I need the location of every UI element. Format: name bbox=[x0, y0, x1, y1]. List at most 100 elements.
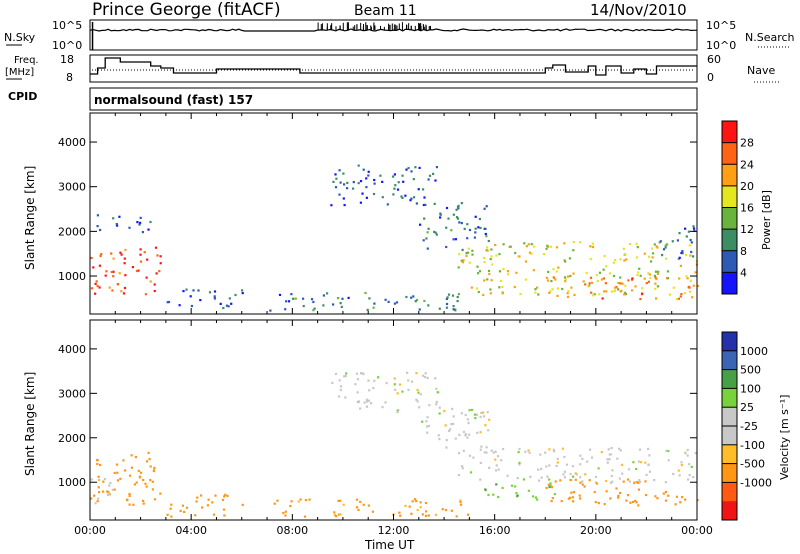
data-cell bbox=[427, 227, 430, 230]
data-cell bbox=[139, 260, 143, 263]
data-cell bbox=[641, 287, 644, 290]
data-cell bbox=[603, 503, 606, 506]
data-cell bbox=[149, 220, 152, 224]
freq-panel: Freq. [MHz] 18 8 60 0 Nave bbox=[5, 53, 780, 84]
data-cell bbox=[412, 295, 415, 298]
data-cell bbox=[445, 226, 448, 229]
velocity-colorbar-label: Velocity [m s⁻¹] bbox=[778, 395, 791, 480]
data-cell bbox=[454, 308, 457, 311]
data-cell bbox=[498, 270, 501, 273]
data-cell bbox=[410, 197, 413, 200]
data-cell bbox=[399, 514, 402, 517]
data-cell bbox=[416, 400, 419, 403]
data-cell bbox=[549, 484, 552, 487]
data-cell bbox=[498, 253, 501, 256]
data-cell bbox=[486, 411, 489, 414]
data-cell bbox=[456, 295, 459, 299]
data-cell bbox=[152, 469, 156, 472]
data-cell bbox=[585, 271, 588, 275]
data-cell bbox=[338, 169, 341, 172]
data-cell bbox=[145, 276, 148, 279]
colorbar-tick-label: 16 bbox=[740, 202, 754, 215]
data-cell bbox=[356, 391, 359, 394]
data-cell bbox=[595, 482, 599, 485]
data-cell bbox=[450, 509, 453, 512]
data-cell bbox=[415, 500, 418, 503]
data-cell bbox=[687, 285, 690, 288]
data-cell bbox=[549, 482, 552, 485]
data-cell bbox=[564, 278, 567, 281]
data-cell bbox=[419, 501, 422, 504]
data-cell bbox=[365, 177, 368, 180]
data-cell bbox=[581, 480, 584, 483]
data-cell bbox=[615, 286, 618, 289]
data-cell bbox=[688, 244, 691, 247]
data-cell bbox=[131, 266, 134, 269]
data-cell bbox=[118, 215, 121, 218]
data-cell bbox=[495, 483, 498, 486]
data-cell bbox=[269, 309, 272, 312]
data-cell bbox=[641, 292, 644, 295]
data-cell bbox=[112, 270, 115, 273]
data-cell bbox=[414, 498, 417, 501]
data-cell bbox=[227, 305, 230, 308]
data-cell bbox=[672, 286, 675, 289]
data-cell bbox=[224, 493, 227, 496]
data-cell bbox=[548, 464, 551, 467]
data-cell bbox=[680, 461, 683, 464]
data-cell bbox=[234, 293, 237, 297]
data-cell bbox=[179, 509, 182, 512]
data-cell bbox=[170, 503, 173, 506]
data-cell bbox=[357, 400, 361, 403]
data-cell bbox=[201, 506, 204, 509]
data-cell bbox=[99, 228, 102, 232]
colorbar-swatch bbox=[722, 463, 737, 483]
data-cell bbox=[550, 500, 553, 503]
data-cell bbox=[612, 261, 615, 264]
data-cell bbox=[213, 290, 217, 293]
data-cell bbox=[650, 260, 653, 263]
data-cell bbox=[654, 270, 658, 273]
data-cell bbox=[468, 433, 471, 436]
data-cell bbox=[381, 180, 384, 183]
data-cell bbox=[483, 451, 486, 454]
data-cell bbox=[491, 263, 494, 266]
data-cell bbox=[542, 253, 545, 256]
data-cell bbox=[438, 307, 441, 310]
data-cell bbox=[648, 454, 651, 457]
data-cell bbox=[473, 413, 476, 416]
data-cell bbox=[334, 372, 338, 375]
data-cell bbox=[513, 285, 516, 289]
data-cell bbox=[466, 513, 470, 516]
data-cell bbox=[482, 411, 485, 414]
data-cell bbox=[518, 461, 521, 464]
data-cell bbox=[476, 431, 479, 434]
data-cell bbox=[339, 181, 342, 184]
colorbar-swatch bbox=[722, 207, 737, 230]
data-cell bbox=[678, 474, 681, 477]
data-cell bbox=[483, 415, 486, 418]
data-cell bbox=[94, 292, 97, 295]
data-cell bbox=[206, 504, 209, 507]
data-cell bbox=[450, 229, 453, 232]
data-cell bbox=[465, 254, 468, 257]
data-cell bbox=[527, 243, 530, 246]
data-cell bbox=[534, 496, 537, 499]
data-cell bbox=[413, 196, 416, 199]
data-cell bbox=[635, 467, 638, 471]
data-cell bbox=[524, 278, 527, 281]
x-tick-label: 04:00 bbox=[175, 524, 207, 537]
data-cell bbox=[119, 251, 122, 254]
data-cell bbox=[452, 213, 455, 216]
data-cell bbox=[182, 290, 185, 293]
data-cell bbox=[474, 417, 477, 420]
data-cell bbox=[675, 298, 678, 301]
data-cell bbox=[495, 464, 498, 467]
data-cell bbox=[331, 381, 334, 384]
data-cell bbox=[648, 273, 651, 276]
data-cell bbox=[106, 493, 109, 497]
data-cell bbox=[452, 305, 455, 308]
data-cell bbox=[479, 415, 482, 418]
data-cell bbox=[427, 178, 430, 181]
data-cell bbox=[273, 502, 276, 505]
